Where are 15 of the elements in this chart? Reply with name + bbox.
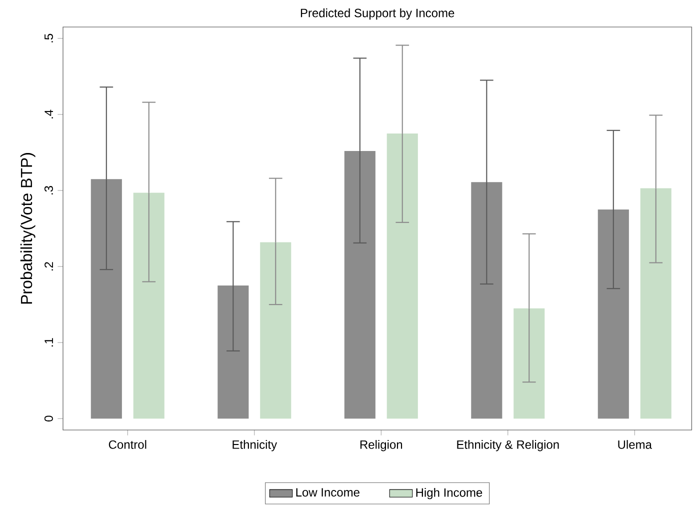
y-tick-label: 0 — [44, 416, 53, 422]
x-tick-label: Religion — [360, 440, 402, 452]
legend-label: High Income — [416, 488, 482, 500]
chart-title: Predicted Support by Income — [300, 8, 454, 20]
y-tick-label: .5 — [44, 34, 53, 42]
x-tick-label: Control — [108, 440, 146, 449]
x-tick-label: Ethnicity — [232, 440, 278, 452]
y-tick-label: .4 — [44, 110, 53, 118]
y-axis-title: Probability(Vote BTP) — [20, 153, 36, 304]
legend-label: Low Income — [296, 488, 360, 497]
y-tick-label: .2 — [44, 262, 53, 270]
x-tick-label: Ulema — [618, 440, 652, 449]
x-tick-label: Ethnicity & Religion — [457, 440, 559, 452]
y-tick-label: .1 — [44, 338, 53, 346]
y-tick-label: .3 — [44, 186, 53, 194]
